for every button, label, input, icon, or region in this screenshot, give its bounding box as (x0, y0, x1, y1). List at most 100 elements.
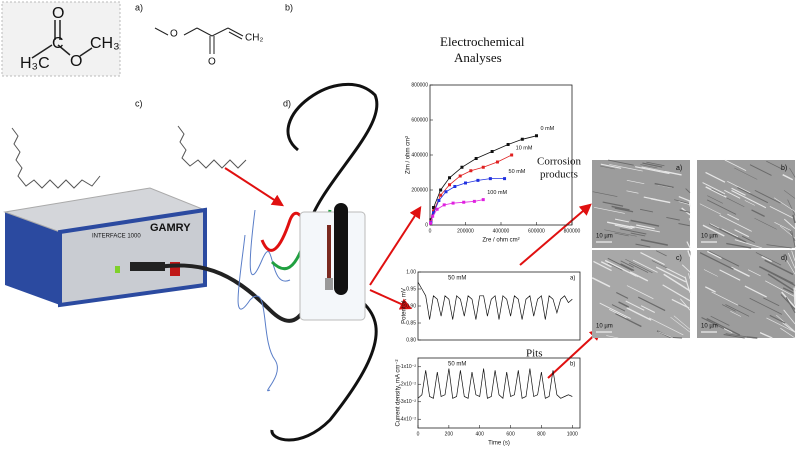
sem-texture (782, 287, 796, 295)
sem-texture (706, 317, 741, 336)
point (437, 199, 441, 202)
sem-texture (666, 216, 680, 221)
sem-texture (699, 203, 722, 215)
atom-label: O (52, 5, 64, 22)
electrode (327, 225, 331, 290)
sem-texture (791, 230, 796, 247)
sem-texture (734, 167, 758, 180)
sem-texture (626, 285, 654, 300)
led (115, 266, 120, 273)
atom-label: O (70, 53, 82, 70)
sem-texture (614, 207, 634, 213)
sem-texture (762, 267, 796, 287)
y-tick-label: 200000 (411, 187, 428, 193)
sem-texture (744, 285, 767, 298)
y-tick-label: 400000 (411, 152, 428, 158)
sem-texture (726, 242, 752, 249)
sem-texture (636, 224, 655, 230)
sem-texture (780, 327, 796, 339)
sem-texture (640, 252, 665, 266)
sem-texture (630, 225, 661, 233)
sem-texture (640, 305, 656, 313)
sem-texture (609, 164, 643, 172)
sem-texture (759, 332, 773, 339)
y-tick-label: -1x10⁻² (399, 364, 416, 370)
sem-texture (774, 222, 792, 232)
sem-texture (611, 304, 626, 312)
sem-texture (711, 188, 725, 196)
y-tick-label: -3x10⁻² (399, 399, 416, 405)
y-tick-label: -4x10⁻² (399, 417, 416, 423)
sem-texture (769, 314, 786, 324)
wire (249, 209, 291, 282)
x-tick-label: 0 (417, 431, 420, 437)
sem-texture (749, 164, 772, 176)
series-line (430, 154, 512, 222)
sem-texture (646, 161, 665, 167)
annotation: Corrosion (537, 156, 582, 168)
y-tick-label: 0.90 (406, 303, 416, 309)
point (432, 209, 436, 213)
series-line (430, 135, 537, 220)
sem-texture (651, 260, 669, 269)
point (435, 207, 439, 211)
sem-texture (701, 317, 725, 330)
sem-texture (614, 218, 630, 223)
sem-texture (686, 241, 691, 249)
sem-texture (734, 229, 750, 238)
sem-texture (766, 244, 792, 249)
sem-texture (703, 269, 718, 277)
sem-texture (786, 260, 796, 275)
series-label: 50 mM (448, 362, 466, 368)
x-tick-label: 600 (506, 431, 515, 437)
sem-texture (710, 315, 730, 326)
sem-label: b) (781, 165, 787, 172)
sem-texture (738, 304, 755, 314)
sem-texture (721, 228, 739, 238)
y-tick-label: 1.00 (406, 269, 416, 275)
sem-texture (654, 182, 674, 189)
sem-texture (681, 264, 691, 273)
sem-texture (773, 197, 796, 212)
point (429, 218, 433, 222)
sem-texture (765, 280, 796, 298)
sem-texture (767, 273, 796, 293)
point (503, 177, 507, 181)
sem-texture (678, 200, 691, 206)
acetate-bonds (31, 20, 93, 59)
sem-texture (628, 262, 649, 273)
sem-texture (655, 250, 667, 257)
x-tick-label: 400 (476, 431, 485, 437)
sem-texture (648, 317, 684, 336)
sem-images: a) 10 µm b) 10 µm c) 10 µm d) 10 µm (591, 159, 796, 339)
instrument-model: INTERFACE 1000 (92, 234, 141, 240)
y-tick-label: 600000 (411, 117, 428, 123)
x-tick-label: 200 (445, 431, 454, 437)
sem-texture (620, 263, 635, 271)
sem-texture (746, 336, 758, 339)
sem-texture (721, 304, 736, 312)
sem-texture (747, 269, 761, 277)
sem-texture (793, 287, 796, 305)
sem-texture (702, 182, 726, 195)
sem-texture (674, 199, 691, 205)
sem-texture (787, 199, 796, 216)
signal-line (417, 368, 573, 399)
y-tick-label: 0.95 (406, 286, 416, 292)
sem-texture (618, 301, 629, 308)
sem-texture (755, 252, 782, 266)
atom-label: H₃C (20, 55, 50, 72)
sem-texture (606, 335, 619, 339)
sem-texture (727, 213, 740, 221)
sem-texture (678, 195, 691, 202)
sem-texture (706, 199, 737, 215)
sem-texture (763, 297, 780, 307)
sem-texture (607, 221, 635, 229)
atom-label: C (52, 35, 64, 52)
x-axis-label: Time (s) (488, 441, 510, 447)
sem-texture (599, 302, 631, 319)
sem-texture (727, 181, 751, 194)
sem-scale: 10 µm (701, 324, 718, 330)
point (432, 211, 436, 215)
